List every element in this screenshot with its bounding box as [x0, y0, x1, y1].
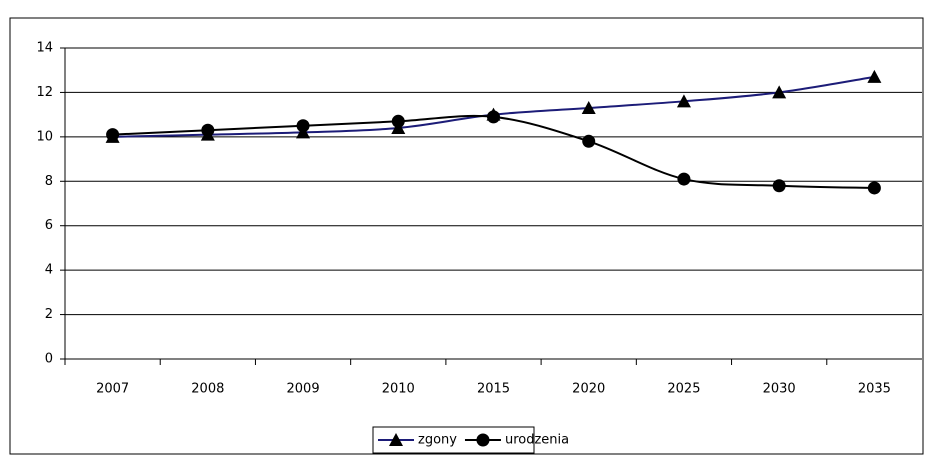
data-point: [772, 179, 786, 193]
y-tick-label: 8: [45, 174, 53, 189]
x-tick-label: 2009: [287, 382, 320, 397]
data-point: [677, 172, 691, 186]
legend-marker: [476, 433, 490, 447]
y-tick-label: 0: [45, 352, 53, 367]
data-point: [581, 100, 596, 114]
data-point: [201, 123, 215, 137]
legend-label: zgony: [418, 433, 457, 448]
data-point: [487, 110, 500, 124]
data-point: [867, 69, 882, 83]
y-tick-label: 4: [45, 263, 53, 278]
x-tick-label: 2030: [763, 382, 796, 397]
y-tick-label: 10: [36, 129, 53, 144]
y-tick-label: 6: [45, 218, 53, 233]
x-tick-label: 2035: [858, 382, 891, 397]
x-tick-label: 2020: [572, 382, 605, 397]
x-tick-label: 2010: [382, 382, 415, 397]
data-point: [676, 94, 691, 108]
data-point: [106, 128, 120, 142]
y-tick-label: 12: [36, 85, 53, 100]
y-tick-label: 14: [36, 41, 53, 56]
data-point: [391, 114, 405, 128]
x-tick-label: 2007: [96, 382, 129, 397]
legend-marker: [389, 433, 403, 446]
data-point: [867, 181, 881, 195]
x-tick-label: 2025: [667, 382, 700, 397]
chart-frame: [9, 17, 924, 455]
legend: zgony urodzenia: [372, 426, 569, 454]
x-tick-label: 2015: [477, 382, 510, 397]
x-tick-label: 2008: [191, 382, 224, 397]
data-point: [296, 119, 310, 133]
data-point: [772, 85, 787, 99]
y-tick-label: 2: [45, 307, 53, 322]
legend-label: urodzenia: [505, 433, 569, 448]
data-point: [582, 134, 596, 148]
